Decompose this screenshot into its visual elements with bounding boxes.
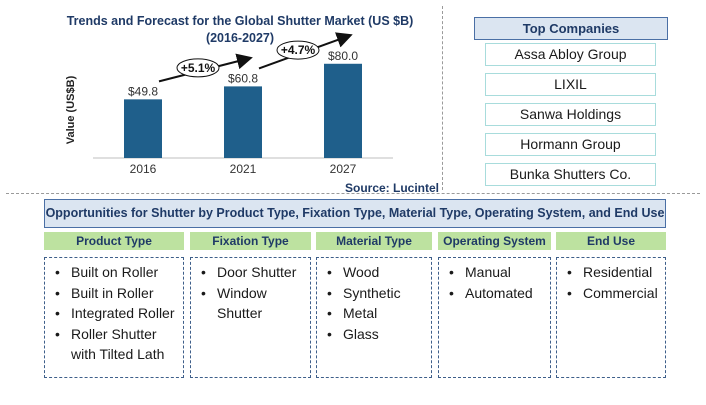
bar-2027	[324, 63, 362, 158]
vertical-divider	[442, 6, 443, 190]
list-item-label: Glass	[343, 325, 379, 342]
company-sanwa: Sanwa Holdings	[485, 103, 656, 126]
top-companies-header: Top Companies	[474, 17, 668, 40]
segment-list-fixation-type: • Door Shutter • Window Shutter	[190, 257, 311, 378]
segment-header-operating-system: Operating System	[438, 232, 551, 250]
data-label-2027: $80.0	[328, 49, 358, 63]
list-item-label: Integrated Roller	[71, 305, 175, 321]
bullet-icon: •	[55, 264, 60, 280]
tick-label-2027: 2027	[330, 162, 357, 176]
bullet-icon: •	[201, 264, 206, 280]
segment-header-fixation-type: Fixation Type	[190, 232, 311, 250]
bullet-icon: •	[55, 284, 60, 301]
opportunities-banner: Opportunities for Shutter by Product Typ…	[44, 199, 666, 228]
segment-header-product-type: Product Type	[44, 232, 184, 250]
segment-list-operating-system: • Manual • Automated	[438, 257, 551, 378]
list-item: • Automated	[439, 283, 550, 304]
list-item-label: Commercial	[583, 284, 658, 301]
growth-label-2: +4.7%	[281, 43, 316, 57]
bullet-icon: •	[449, 264, 454, 280]
bullet-icon: •	[449, 284, 454, 301]
list-item-label: Door Shutter	[217, 264, 297, 280]
bar-chart: Value (US$B) $49.8 2016 $60.8 2021 $80.0 2027 +…	[65, 32, 393, 176]
list-item-label: Residential	[583, 264, 653, 280]
list-item: • Wood	[317, 262, 431, 283]
list-item-label: Built on Roller	[71, 264, 159, 280]
chart-title: Trends and Forecast for the Global Shutt…	[40, 13, 440, 47]
growth-label-1: +5.1%	[181, 61, 216, 75]
data-label-2021: $60.8	[228, 71, 258, 85]
list-item: • Metal	[317, 303, 431, 324]
company-bunka: Bunka Shutters Co.	[485, 163, 656, 186]
chart-subtitle: (2016-2027)	[205, 31, 275, 45]
bar-2016	[124, 99, 162, 158]
list-item: • Manual	[439, 262, 550, 283]
list-item-label: Manual	[465, 264, 511, 280]
segment-list-end-use: • Residential • Commercial	[556, 257, 666, 378]
tick-label-2021: 2021	[230, 162, 257, 176]
bullet-icon: •	[55, 305, 60, 321]
bullet-icon: •	[327, 305, 332, 321]
list-item-label: Metal	[343, 305, 378, 321]
list-item: • Glass	[317, 324, 431, 345]
bullet-icon: •	[327, 264, 332, 280]
list-item-label: Window Shutter	[217, 284, 267, 322]
bullet-icon: •	[327, 325, 332, 342]
company-hormann: Hormann Group	[485, 133, 656, 156]
list-item: • Built in Roller	[45, 283, 183, 304]
growth-badge-2	[276, 40, 320, 60]
list-item-label: Synthetic	[343, 284, 401, 301]
source-note: Source: Lucintel	[345, 181, 440, 195]
list-item: • Built on Roller	[45, 262, 183, 283]
chart-title-line: Trends and Forecast for the Global Shutt…	[66, 14, 414, 28]
bullet-icon: •	[327, 284, 332, 301]
list-item: • Synthetic	[317, 283, 431, 304]
list-item: • Window Shutter	[191, 283, 310, 324]
list-item: • Commercial	[557, 283, 665, 304]
bullet-icon: •	[567, 284, 572, 301]
list-item-label: Built in Roller	[71, 284, 154, 301]
bullet-icon: •	[201, 284, 206, 301]
segment-header-end-use: End Use	[556, 232, 666, 250]
segment-list-product-type: • Built on Roller • Built in Roller • Integ…	[44, 257, 184, 378]
data-label-2016: $49.8	[128, 84, 158, 98]
y-axis-label: Value (US$B)	[65, 75, 77, 144]
segment-header-material-type: Material Type	[316, 232, 432, 250]
list-item: • Residential	[557, 262, 665, 283]
list-item-label: Automated	[465, 284, 533, 301]
company-assa-abloy: Assa Abloy Group	[485, 43, 656, 66]
list-item-label: Wood	[343, 264, 380, 280]
growth-badge-1	[176, 58, 220, 78]
list-item: • Door Shutter	[191, 262, 310, 283]
tick-label-2016: 2016	[130, 162, 157, 176]
bullet-icon: •	[55, 325, 60, 342]
list-item: • Roller Shutter with Tilted Lath	[45, 324, 183, 365]
segment-list-material-type: • Wood • Synthetic • Metal • Glass	[316, 257, 432, 378]
bar-2021	[224, 86, 262, 158]
list-item-label: Roller Shutter with Tilted Lath	[71, 325, 165, 363]
bullet-icon: •	[567, 264, 572, 280]
horizontal-divider	[6, 193, 700, 194]
company-lixil: LIXIL	[485, 73, 656, 96]
list-item: • Integrated Roller	[45, 303, 183, 324]
